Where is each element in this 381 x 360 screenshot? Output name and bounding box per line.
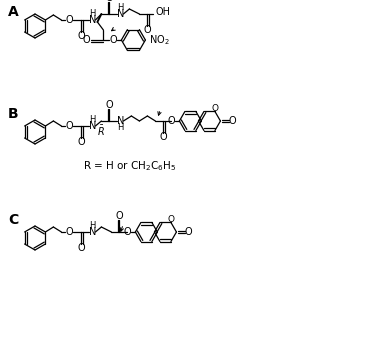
Text: H: H [117, 123, 123, 132]
Text: O: O [123, 227, 131, 237]
Text: O: O [168, 116, 175, 126]
Text: N: N [117, 116, 124, 126]
Text: O: O [78, 243, 85, 253]
Text: O: O [110, 35, 117, 45]
Text: $\bar{R}$: $\bar{R}$ [98, 124, 105, 138]
Text: O: O [78, 31, 85, 41]
Text: NO$_2$: NO$_2$ [149, 33, 170, 47]
Text: O: O [106, 0, 113, 3]
Text: O: O [115, 211, 123, 221]
Text: O: O [229, 116, 236, 126]
Text: O: O [160, 132, 167, 142]
Text: N: N [117, 9, 124, 19]
Text: O: O [83, 35, 90, 45]
Text: H: H [89, 9, 96, 18]
Text: N: N [89, 121, 96, 131]
Text: O: O [66, 121, 73, 131]
Text: H: H [117, 3, 123, 12]
Text: O: O [106, 100, 113, 110]
Text: O: O [78, 137, 85, 147]
Text: C: C [8, 213, 18, 227]
Text: R = H or CH$_2$C$_6$H$_5$: R = H or CH$_2$C$_6$H$_5$ [83, 159, 177, 173]
Text: A: A [8, 5, 19, 19]
Text: O: O [211, 104, 218, 113]
Text: O: O [167, 216, 174, 225]
Text: O: O [144, 25, 151, 35]
Text: B: B [8, 107, 19, 121]
Text: O: O [66, 15, 73, 25]
Text: N: N [89, 227, 96, 237]
Text: O: O [185, 227, 192, 237]
Text: OH: OH [155, 7, 170, 17]
Text: H: H [89, 220, 96, 230]
Text: N: N [89, 15, 96, 25]
Text: H: H [89, 114, 96, 123]
Text: O: O [66, 227, 73, 237]
